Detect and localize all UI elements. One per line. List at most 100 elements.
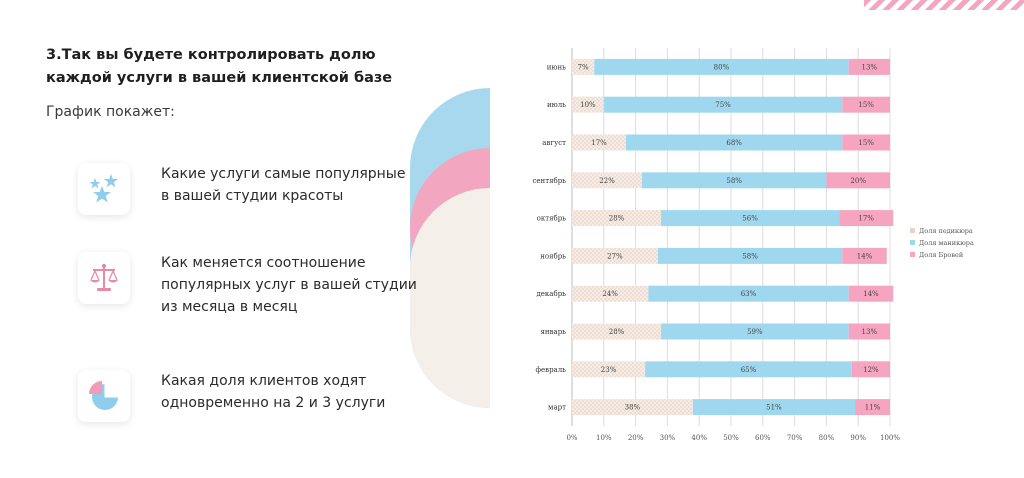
bar-segment: [603, 96, 843, 113]
data-label: 59%: [747, 328, 763, 336]
feature-item-ratio-change: Как меняется соотношение популярных услу…: [78, 252, 478, 315]
page-title: 3.Так вы будете контролировать долю кажд…: [46, 47, 393, 86]
data-label: 68%: [726, 139, 742, 147]
feature-item-multi-service-share: Какая доля клиентов ходят одновременно н…: [78, 370, 478, 430]
stars-icon: [89, 174, 118, 203]
bar-segment: [572, 361, 646, 378]
x-tick-label: 0%: [566, 434, 577, 442]
bar-segment: [851, 361, 890, 378]
legend-label: Доля педикюра: [919, 227, 973, 235]
data-label: 11%: [865, 404, 881, 412]
data-label: 14%: [857, 252, 873, 260]
category-label: сентябрь: [532, 177, 566, 185]
bar-segment: [645, 361, 852, 378]
data-label: 12%: [863, 366, 879, 374]
data-label: 75%: [715, 101, 731, 109]
data-label: 22%: [599, 177, 615, 185]
feature-item-popular-services: Какие услуги самые популярные в вашей ст…: [78, 163, 478, 223]
data-label: 58%: [726, 177, 742, 185]
bar-segment: [572, 210, 662, 227]
category-label: июнь: [547, 63, 566, 71]
category-label: март: [548, 404, 566, 412]
bar-segment: [648, 285, 849, 302]
bar-segment: [572, 285, 649, 302]
bar-segment: [572, 58, 595, 75]
data-label: 10%: [580, 101, 596, 109]
category-label: ноябрь: [540, 252, 566, 260]
data-label: 13%: [862, 328, 878, 336]
bar-segment: [839, 210, 894, 227]
data-label: 7%: [578, 63, 589, 71]
bar-segment: [572, 172, 642, 189]
data-label: 65%: [741, 366, 757, 374]
data-label: 24%: [602, 290, 618, 298]
category-label: декабрь: [536, 290, 566, 298]
category-label: январь: [541, 328, 567, 336]
data-label: 28%: [609, 328, 625, 336]
data-label: 28%: [609, 215, 625, 223]
x-tick-label: 90%: [850, 434, 866, 442]
x-tick-label: 10%: [596, 434, 612, 442]
corner-stripes: [864, 0, 1024, 10]
bar-segment: [661, 323, 849, 340]
subtitle: График покажет:: [46, 104, 175, 120]
bar-segment: [848, 285, 894, 302]
bar-segment: [842, 247, 887, 264]
feature-text: Какая доля клиентов ходят одновременно н…: [161, 373, 386, 411]
data-label: 13%: [862, 63, 878, 71]
legend-swatch: [910, 228, 915, 233]
category-label: февраль: [536, 366, 567, 374]
data-label: 27%: [607, 252, 623, 260]
category-label: июль: [547, 101, 566, 109]
data-label: 51%: [766, 404, 782, 412]
x-tick-label: 20%: [628, 434, 644, 442]
data-label: 80%: [714, 63, 730, 71]
x-tick-label: 30%: [660, 434, 676, 442]
data-label: 14%: [863, 290, 879, 298]
bar-segment: [855, 399, 890, 416]
pie-chart-icon: [89, 381, 119, 410]
x-tick-label: 80%: [819, 434, 835, 442]
bar-segment: [626, 134, 843, 151]
bar-segment: [657, 247, 843, 264]
x-tick-label: 50%: [723, 434, 739, 442]
data-label: 56%: [742, 215, 758, 223]
feature-text: Как меняется соотношение популярных услу…: [161, 255, 417, 315]
category-label: октябрь: [537, 215, 567, 223]
data-label: 15%: [858, 139, 874, 147]
bar-segment: [848, 323, 890, 340]
legend-label: Доля маникюра: [919, 239, 974, 247]
stacked-bar-chart: 0% 10% 20% 30% 40% 50% 60% 70% 80% 90% 100% июнь 7% 8…: [532, 48, 974, 442]
data-label: 17%: [858, 215, 874, 223]
data-label: 15%: [858, 101, 874, 109]
legend-swatch: [910, 240, 915, 245]
bar-segment: [848, 58, 890, 75]
data-label: 23%: [601, 366, 617, 374]
bar-segment: [572, 134, 627, 151]
data-label: 20%: [850, 177, 866, 185]
bar-segment: [842, 96, 890, 113]
bar-segment: [594, 58, 849, 75]
x-tick-label: 40%: [691, 434, 707, 442]
x-tick-label: 70%: [787, 434, 803, 442]
legend-swatch: [910, 252, 915, 257]
x-tick-label: 100%: [880, 434, 900, 442]
bar-segment: [641, 172, 827, 189]
bar-segment: [572, 247, 658, 264]
bar-segment: [842, 134, 890, 151]
scales-icon: [90, 263, 118, 291]
data-label: 38%: [625, 404, 641, 412]
bar-segment: [661, 210, 840, 227]
bar-segment: [572, 399, 693, 416]
legend-label: Доля Бровей: [919, 251, 963, 259]
icon-box: [78, 370, 130, 422]
category-label: август: [542, 139, 566, 147]
bar-segment: [826, 172, 890, 189]
data-label: 63%: [741, 290, 757, 298]
chart-area: 0% 10% 20% 30% 40% 50% 60% 70% 80% 90% 100% июнь 7% 8…: [490, 40, 1024, 478]
info-panel: 3.Так вы будете контролировать долю кажд…: [0, 0, 490, 478]
icon-box: [78, 163, 130, 215]
feature-text: Какие услуги самые популярные в вашей ст…: [161, 166, 406, 204]
bar-segment: [572, 323, 662, 340]
data-label: 58%: [742, 252, 758, 260]
